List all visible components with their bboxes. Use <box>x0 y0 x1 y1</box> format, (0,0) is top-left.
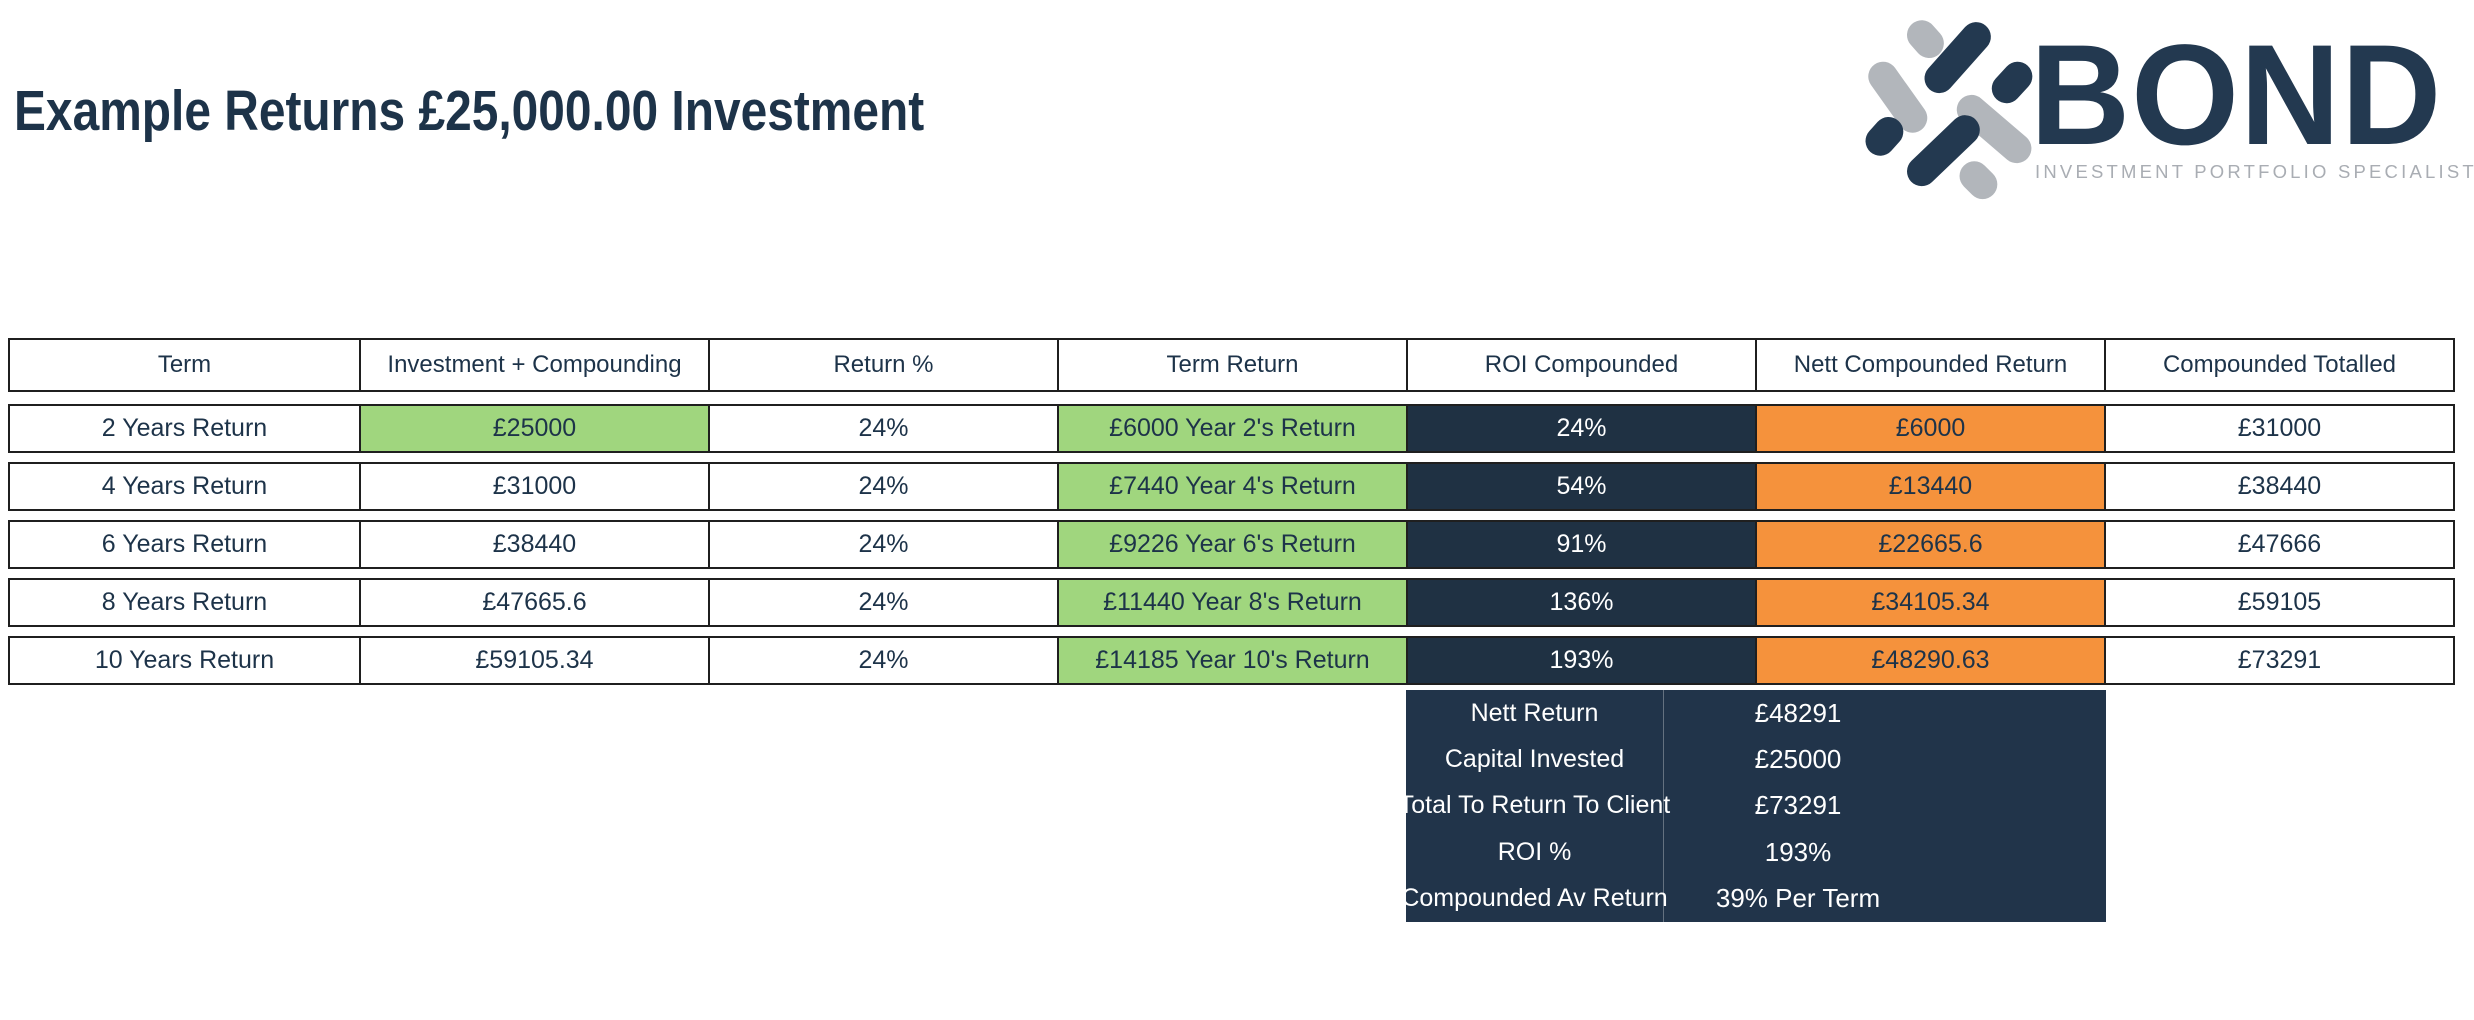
cell-roi-compounded: 136% <box>1406 580 1755 625</box>
cell-investment: £31000 <box>359 464 708 509</box>
summary-value: £25000 <box>1754 744 1842 775</box>
summary-row: Capital Invested £25000 <box>1406 736 2106 783</box>
summary-panel: Nett Return £48291 Capital Invested £250… <box>1399 690 2106 922</box>
summary-value: £73291 <box>1754 790 1842 821</box>
summary-filler <box>1932 736 2106 782</box>
cell-term: 2 Years Return <box>101 414 268 442</box>
cell-term: 4 Years Return <box>101 472 268 500</box>
summary-label: ROI % <box>1406 829 1664 876</box>
cell-roi-compounded: 193% <box>1406 638 1755 683</box>
cell-compounded-totalled: £47666 <box>2104 522 2453 567</box>
cell-term-return: £11440 Year 8's Return <box>1057 580 1406 625</box>
header-term-return: Term Return <box>1057 340 1406 390</box>
table-row: 8 Years Return £47665.6 24% £11440 Year … <box>8 578 2455 627</box>
cell-term-return: £6000 Year 2's Return <box>1057 406 1406 451</box>
summary-filler <box>1932 783 2106 829</box>
summary-filler <box>1932 829 2106 875</box>
summary-label: Compounded Av Return <box>1401 875 1668 922</box>
cell-nett-compounded: £13440 <box>1755 464 2104 509</box>
cell-term-return: £9226 Year 6's Return <box>1057 522 1406 567</box>
cell-return-pct: 24% <box>708 522 1057 567</box>
table-header-row: Term Investment + Compounding Return % T… <box>8 338 2455 392</box>
cell-nett-compounded: £48290.63 <box>1755 638 2104 683</box>
weave-logo-icon <box>1865 20 2033 200</box>
summary-filler <box>1932 690 2106 736</box>
header-return-pct: Return % <box>708 340 1057 390</box>
summary-row: ROI % 193% <box>1406 829 2106 876</box>
header-investment-compounding: Investment + Compounding <box>359 340 708 390</box>
cell-nett-compounded: £6000 <box>1755 406 2104 451</box>
cell-roi-compounded: 24% <box>1406 406 1755 451</box>
cell-return-pct: 24% <box>708 580 1057 625</box>
cell-roi-compounded: 91% <box>1406 522 1755 567</box>
cell-nett-compounded: £22665.6 <box>1755 522 2104 567</box>
summary-label: Total To Return To Client <box>1399 782 1670 830</box>
header-nett-compounded-return: Nett Compounded Return <box>1755 340 2104 390</box>
header-compounded-totalled: Compounded Totalled <box>2104 340 2453 390</box>
summary-row: Nett Return £48291 <box>1406 690 2106 737</box>
cell-return-pct: 24% <box>708 406 1057 451</box>
header-roi-compounded: ROI Compounded <box>1406 340 1755 390</box>
cell-compounded-totalled: £31000 <box>2104 406 2453 451</box>
summary-value: £48291 <box>1754 697 1842 728</box>
cell-roi-compounded: 54% <box>1406 464 1755 509</box>
summary-row: Compounded Av Return 39% Per Term <box>1401 875 2106 922</box>
table-row: 2 Years Return £25000 24% £6000 Year 2's… <box>8 404 2455 453</box>
summary-value: 39% Per Term <box>1715 883 1881 914</box>
table-row: 10 Years Return £59105.34 24% £14185 Yea… <box>8 636 2455 685</box>
summary-value: 193% <box>1764 836 1832 867</box>
cell-return-pct: 24% <box>708 464 1057 509</box>
cell-term-return: £7440 Year 4's Return <box>1057 464 1406 509</box>
cell-compounded-totalled: £38440 <box>2104 464 2453 509</box>
brand-name: BOND <box>2030 16 2443 175</box>
cell-investment: £59105.34 <box>359 638 708 683</box>
bond-logo: BOND INVESTMENT PORTFOLIO SPECIALISTS <box>1848 8 2474 223</box>
cell-term: 8 Years Return <box>101 588 268 616</box>
cell-return-pct: 24% <box>708 638 1057 683</box>
cell-compounded-totalled: £73291 <box>2104 638 2453 683</box>
cell-nett-compounded: £34105.34 <box>1755 580 2104 625</box>
cell-term: 6 Years Return <box>101 530 268 558</box>
table-row: 6 Years Return £38440 24% £9226 Year 6's… <box>8 520 2455 569</box>
cell-compounded-totalled: £59105 <box>2104 580 2453 625</box>
cell-term-return: £14185 Year 10's Return <box>1057 638 1406 683</box>
cell-investment: £38440 <box>359 522 708 567</box>
summary-label: Capital Invested <box>1406 736 1664 783</box>
cell-investment: £47665.6 <box>359 580 708 625</box>
cell-investment: £25000 <box>359 406 708 451</box>
header-term: Term <box>157 351 212 378</box>
page-title: Example Returns £25,000.00 Investment <box>14 79 925 143</box>
summary-filler <box>1932 876 2106 922</box>
table-row: 4 Years Return £31000 24% £7440 Year 4's… <box>8 462 2455 511</box>
summary-label: Nett Return <box>1406 690 1664 737</box>
summary-row: Total To Return To Client £73291 <box>1399 782 2106 830</box>
brand-tagline: INVESTMENT PORTFOLIO SPECIALISTS <box>2035 161 2474 182</box>
cell-term: 10 Years Return <box>94 646 275 674</box>
